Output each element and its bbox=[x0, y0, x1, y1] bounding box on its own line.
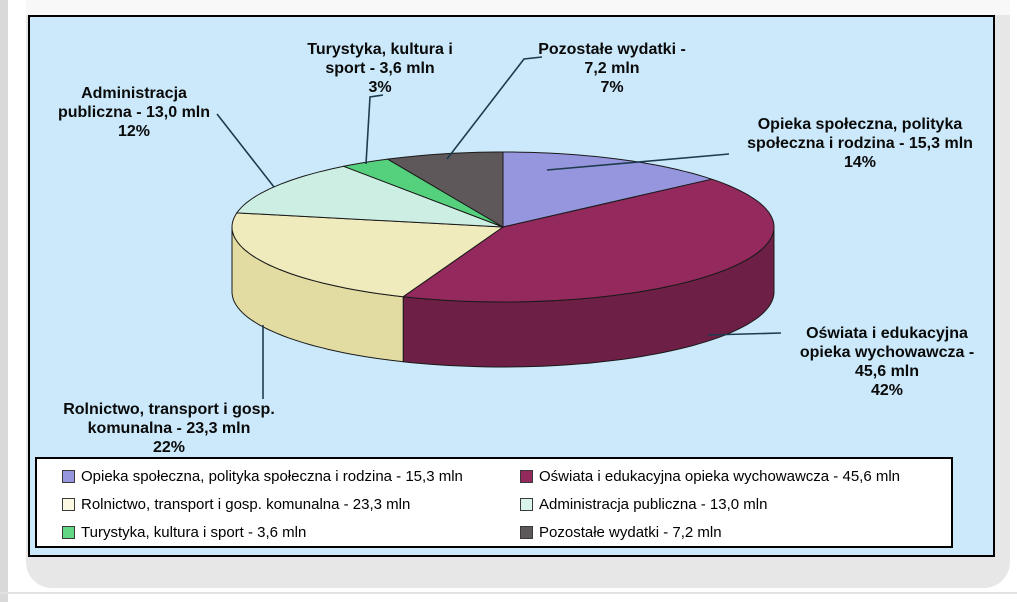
callout-line: Oświata i edukacyjna bbox=[806, 325, 968, 342]
callout-administracja-publiczna: Administracja publiczna - 13,0 mln 12% bbox=[58, 84, 210, 141]
page-left-strip bbox=[0, 0, 8, 602]
leader-line-3 bbox=[546, 153, 730, 171]
callout-line: 12% bbox=[117, 123, 151, 140]
pie-chart bbox=[216, 56, 782, 399]
legend-label: Turystyka, kultura i sport - 3,6 mln bbox=[81, 524, 307, 541]
legend-swatch-rolnictwo-icon bbox=[62, 498, 75, 511]
legend-label: Oświata i edukacyjna opieka wychowawcza … bbox=[539, 468, 901, 485]
callout-line: 7,2 mln bbox=[584, 60, 640, 77]
legend-item-pozostale: Pozostałe wydatki - 7,2 mln bbox=[520, 524, 722, 541]
callout-line: Rolnictwo, transport i gosp. bbox=[63, 401, 275, 418]
pie-slice-4 bbox=[343, 158, 504, 228]
legend-swatch-turystyka-icon bbox=[62, 526, 75, 539]
pie-slice-1 bbox=[402, 178, 775, 303]
leader-line-4 bbox=[707, 332, 782, 336]
callout-line: sport - 3,6 mln bbox=[325, 60, 435, 77]
leader-line-2 bbox=[446, 56, 543, 160]
legend-label: Opieka społeczna, polityka społeczna i r… bbox=[81, 468, 463, 485]
callout-line: 7% bbox=[600, 79, 624, 96]
legend-swatch-opieka-icon bbox=[62, 470, 75, 483]
callout-line: 42% bbox=[870, 382, 904, 399]
callout-line: 22% bbox=[152, 439, 186, 456]
slide-top-strip bbox=[26, 0, 1010, 15]
legend-swatch-administracja-icon bbox=[520, 498, 533, 511]
callout-line: Turystyka, kultura i bbox=[307, 41, 453, 58]
slide-card: Administracja publiczna - 13,0 mln 12% T… bbox=[26, 0, 1010, 588]
pie-slice-0 bbox=[502, 151, 713, 228]
legend-item-opieka: Opieka społeczna, polityka społeczna i r… bbox=[62, 468, 463, 485]
callout-oswiata-edukacja: Oświata i edukacyjna opieka wychowawcza … bbox=[800, 324, 974, 400]
callout-rolnictwo-transport: Rolnictwo, transport i gosp. komunalna -… bbox=[63, 400, 275, 457]
legend-item-turystyka: Turystyka, kultura i sport - 3,6 mln bbox=[62, 524, 306, 541]
callout-line: Opieka społeczna, polityka bbox=[757, 116, 963, 133]
callout-line: 3% bbox=[368, 79, 392, 96]
legend-swatch-pozostale-icon bbox=[520, 526, 533, 539]
legend-label: Rolnictwo, transport i gosp. komunalna -… bbox=[81, 496, 411, 513]
pie-slice-2 bbox=[231, 212, 504, 298]
legend-item-administracja: Administracja publiczna - 13,0 mln bbox=[520, 496, 767, 513]
callout-line: Administracja bbox=[81, 85, 187, 102]
legend-item-oswiata: Oświata i edukacyjna opieka wychowawcza … bbox=[520, 468, 900, 485]
callout-line: publiczna - 13,0 mln bbox=[57, 104, 211, 121]
legend: Opieka społeczna, polityka społeczna i r… bbox=[35, 457, 953, 548]
callout-line: opieka wychowawcza - bbox=[799, 344, 975, 361]
callout-line: społeczna i rodzina - 15,3 mln bbox=[747, 135, 973, 152]
callout-line: komunalna - 23,3 mln bbox=[87, 420, 251, 437]
pie-slice-3 bbox=[236, 165, 504, 228]
legend-label: Administracja publiczna - 13,0 mln bbox=[539, 496, 768, 513]
pie-slice-5 bbox=[387, 151, 504, 228]
legend-label: Pozostałe wydatki - 7,2 mln bbox=[539, 524, 722, 541]
callout-line: 14% bbox=[843, 154, 877, 171]
legend-swatch-oswiata-icon bbox=[520, 470, 533, 483]
legend-item-rolnictwo: Rolnictwo, transport i gosp. komunalna -… bbox=[62, 496, 410, 513]
callout-turystyka-kultura-sport: Turystyka, kultura i sport - 3,6 mln 3% bbox=[307, 40, 453, 97]
callout-opieka-spoleczna: Opieka społeczna, polityka społeczna i r… bbox=[747, 115, 973, 172]
leader-line-1 bbox=[365, 94, 384, 165]
callout-line: 45,6 mln bbox=[854, 363, 920, 380]
callout-pozostale-wydatki: Pozostałe wydatki - 7,2 mln 7% bbox=[538, 40, 686, 97]
chart-panel: Administracja publiczna - 13,0 mln 12% T… bbox=[28, 15, 995, 557]
callout-line: Pozostałe wydatki - bbox=[538, 41, 686, 58]
leader-line-0 bbox=[216, 113, 275, 188]
page-bottom-divider bbox=[0, 592, 1017, 594]
